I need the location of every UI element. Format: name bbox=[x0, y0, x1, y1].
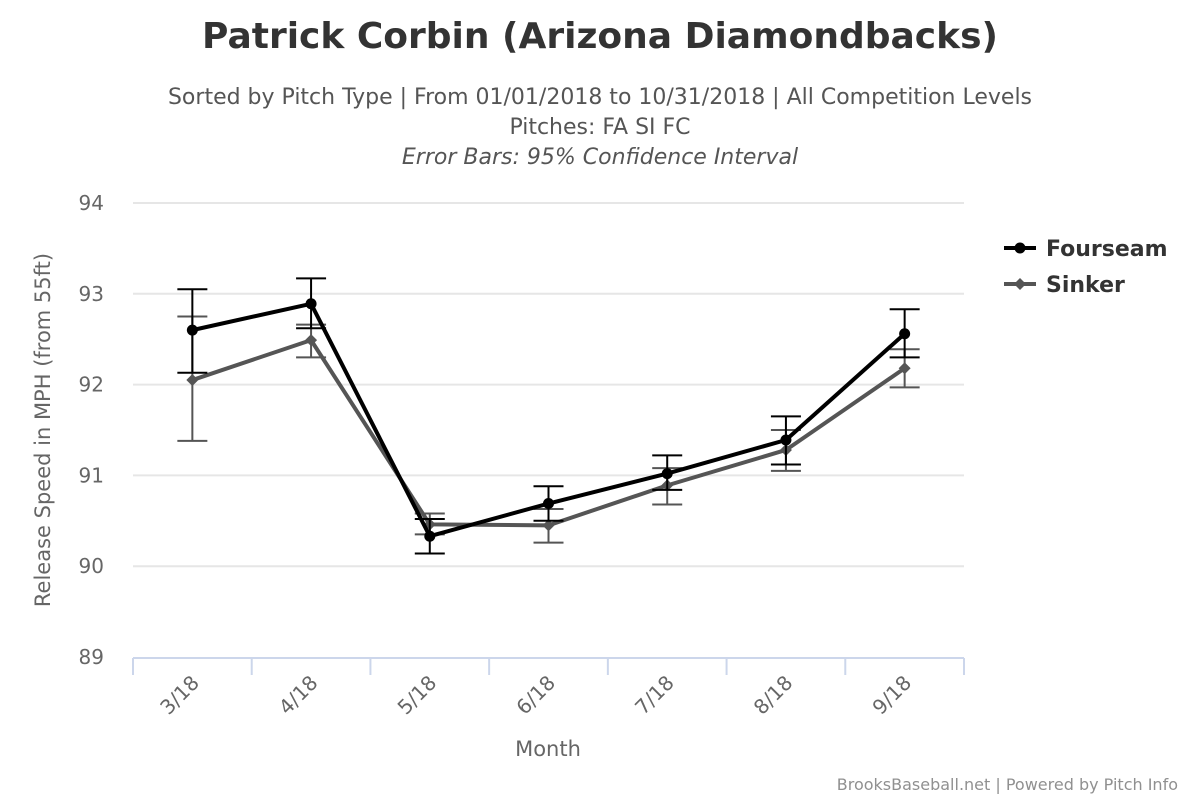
x-tick-label-3-18: 3/18 bbox=[155, 671, 204, 720]
legend-fourseam-label: Fourseam bbox=[1046, 237, 1168, 262]
y-axis-ticks: 89 90 91 92 93 94 bbox=[79, 191, 104, 669]
series-group bbox=[177, 277, 920, 555]
y-tick-label-91: 91 bbox=[79, 463, 104, 487]
y-tick-label-93: 93 bbox=[79, 282, 104, 306]
y-axis-title: Release Speed in MPH (from 55ft) bbox=[31, 253, 55, 607]
x-axis: 3/18 4/18 5/18 6/18 7/18 8/18 9/18 bbox=[132, 657, 965, 720]
x-tick-label-5-18: 5/18 bbox=[393, 671, 442, 720]
legend-sinker-marker-icon bbox=[1014, 278, 1026, 290]
point-fourseam-6 bbox=[899, 328, 911, 340]
legend-item-fourseam[interactable]: Fourseam bbox=[1004, 237, 1168, 262]
legend-item-sinker[interactable]: Sinker bbox=[1004, 273, 1125, 298]
x-tick-label-6-18: 6/18 bbox=[511, 671, 560, 720]
point-fourseam-3 bbox=[543, 498, 554, 510]
legend-sinker-label: Sinker bbox=[1046, 273, 1125, 298]
point-fourseam-4 bbox=[661, 468, 673, 480]
x-tick-label-7-18: 7/18 bbox=[630, 671, 679, 720]
point-fourseam-5 bbox=[780, 434, 792, 446]
y-tick-label-90: 90 bbox=[79, 554, 104, 578]
point-fourseam-2 bbox=[424, 530, 436, 542]
point-sinker-3 bbox=[542, 519, 555, 532]
point-sinker-6 bbox=[898, 362, 911, 375]
error-bars-fourseam bbox=[177, 277, 920, 555]
point-sinker-1 bbox=[305, 334, 318, 347]
chart-subtitle-line-2: Pitches: FA SI FC bbox=[509, 115, 690, 140]
point-fourseam-1 bbox=[305, 298, 317, 310]
credits[interactable]: BrooksBaseball.net | Powered by Pitch In… bbox=[837, 775, 1178, 794]
x-tick-label-8-18: 8/18 bbox=[749, 671, 798, 720]
chart-subtitle-line-1: Sorted by Pitch Type | From 01/01/2018 t… bbox=[168, 85, 1032, 110]
series-fourseam bbox=[177, 277, 920, 555]
y-tick-label-94: 94 bbox=[79, 191, 104, 215]
y-tick-label-92: 92 bbox=[79, 373, 104, 397]
grid-lines bbox=[133, 202, 964, 568]
legend-fourseam-marker-icon bbox=[1014, 242, 1026, 254]
y-tick-label-89: 89 bbox=[79, 645, 104, 669]
legend[interactable]: Fourseam Sinker bbox=[1004, 237, 1168, 298]
x-axis-title: Month bbox=[515, 737, 581, 761]
x-tick-label-4-18: 4/18 bbox=[274, 671, 323, 720]
x-tick-label-9-18: 9/18 bbox=[867, 671, 916, 720]
point-fourseam-0 bbox=[186, 324, 198, 336]
chart-title: Patrick Corbin (Arizona Diamondbacks) bbox=[202, 16, 998, 57]
point-sinker-0 bbox=[186, 374, 199, 387]
chart-subtitle-line-3: Error Bars: 95% Confidence Interval bbox=[402, 145, 798, 170]
